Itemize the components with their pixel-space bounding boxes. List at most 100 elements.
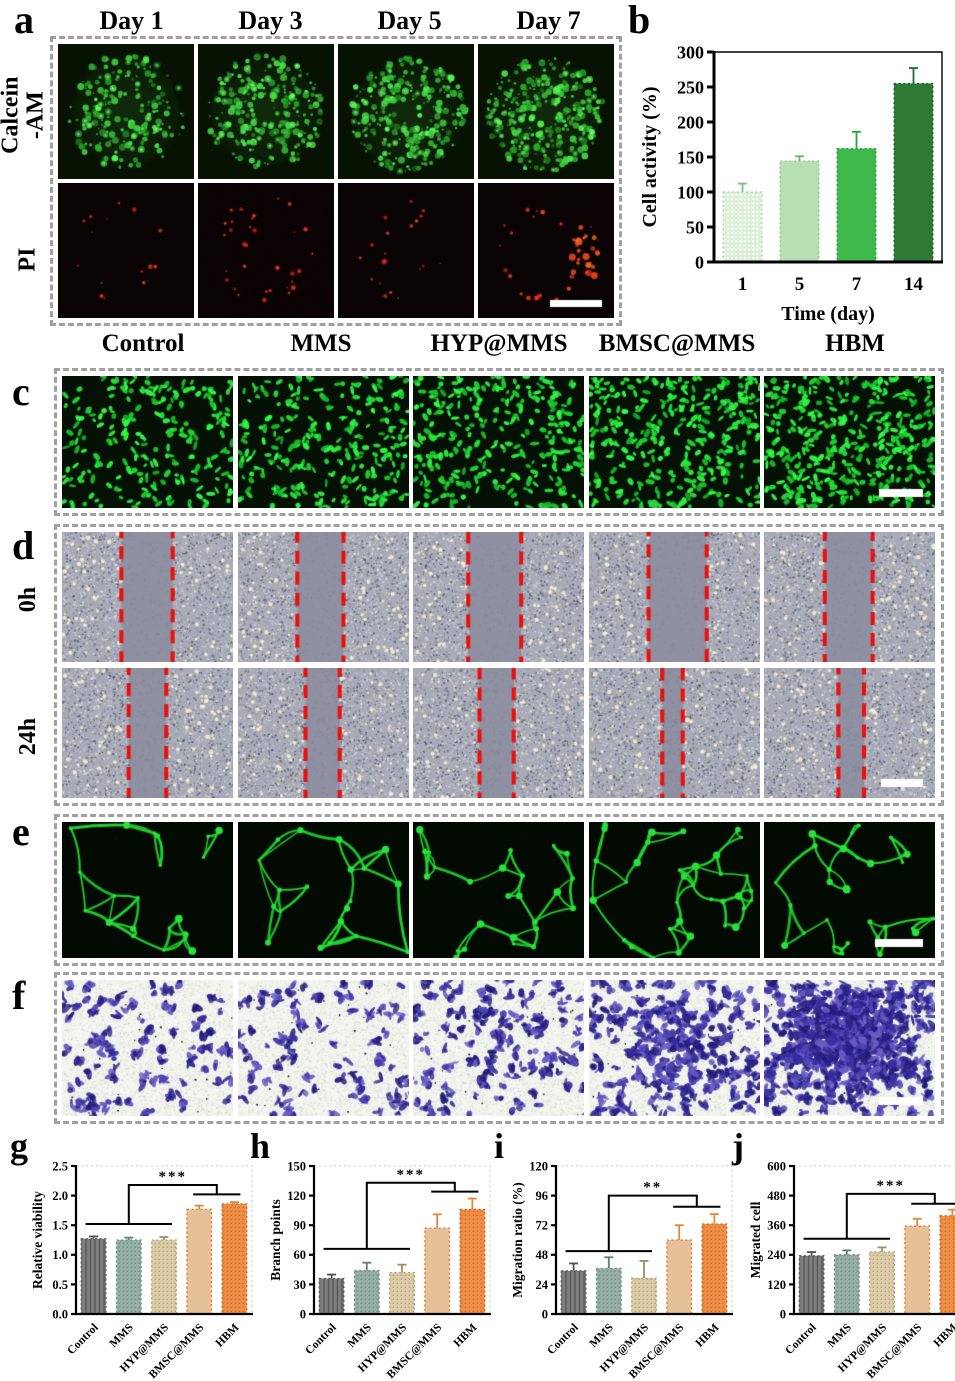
micrograph-tube-formation-mms	[237, 822, 409, 958]
row-label-0h: 0h	[8, 545, 50, 655]
column-label-day3: Day 3	[238, 6, 303, 35]
panel-letter-e: e	[12, 809, 30, 854]
pi-label: PI	[14, 248, 41, 272]
panel-c-micrograph-grid	[57, 371, 941, 513]
micrograph-calcein-am-day3	[198, 44, 334, 179]
label-24h: 24h	[15, 718, 42, 756]
svg-text:72: 72	[536, 1219, 549, 1233]
panel-d-micrograph-grid	[57, 527, 941, 803]
group-label-bmsc-mms: BMSC@MMS	[598, 330, 756, 357]
micrograph-pi-day1	[58, 183, 194, 318]
svg-text:14: 14	[904, 274, 924, 295]
group-label-control: Control	[101, 330, 185, 357]
micrograph-live-cells-hyp-mms	[413, 376, 585, 508]
svg-text:***: ***	[159, 1169, 188, 1185]
panel-letter-f: f	[12, 973, 26, 1018]
panel-a-box	[50, 36, 622, 326]
svg-text:300: 300	[677, 42, 704, 62]
svg-text:Control: Control	[783, 1322, 818, 1357]
svg-text:Migration ratio (%): Migration ratio (%)	[510, 1182, 525, 1297]
svg-text:200: 200	[677, 112, 704, 132]
svg-text:***: ***	[877, 1178, 906, 1194]
svg-text:0: 0	[542, 1307, 548, 1321]
calcein-label-line2: -AM	[23, 91, 50, 139]
micrograph-scratch-24h-control	[62, 668, 233, 798]
micrograph-pi-day5	[338, 183, 474, 318]
svg-text:Control: Control	[545, 1322, 580, 1357]
panel-a-column-headers: Day 1 Day 3 Day 5 Day 7	[62, 6, 618, 36]
micrograph-scratch-0h-control	[62, 532, 233, 662]
panel-a-micrograph-grid	[53, 39, 619, 323]
panel-letter-a: a	[14, 0, 34, 42]
svg-text:1.0: 1.0	[52, 1248, 68, 1262]
svg-text:Cell activity (%): Cell activity (%)	[639, 86, 661, 227]
micrograph-tube-formation-hyp-mms	[413, 822, 585, 958]
svg-text:360: 360	[767, 1219, 786, 1233]
micrograph-transwell-bmsc-mms	[588, 980, 760, 1116]
svg-text:480: 480	[767, 1189, 786, 1203]
svg-text:Control: Control	[303, 1322, 338, 1357]
svg-text:5: 5	[795, 274, 805, 295]
svg-text:2.5: 2.5	[52, 1159, 68, 1173]
svg-text:**: **	[643, 1180, 662, 1196]
svg-text:150: 150	[287, 1159, 306, 1173]
micrograph-scratch-24h-hyp-mms	[413, 668, 585, 798]
svg-text:0.5: 0.5	[52, 1278, 68, 1292]
svg-text:1.5: 1.5	[52, 1219, 68, 1233]
panel-e-box	[54, 814, 944, 966]
group-label-hbm: HBM	[825, 330, 885, 357]
micrograph-scratch-0h-hbm	[764, 532, 936, 662]
svg-text:50: 50	[686, 217, 704, 237]
svg-text:240: 240	[767, 1248, 786, 1262]
micrograph-transwell-control	[62, 980, 233, 1116]
svg-text:1: 1	[738, 274, 748, 295]
panel-letter-d: d	[12, 523, 35, 568]
micrograph-scratch-24h-mms	[237, 668, 409, 798]
panel-letter-b: b	[628, 0, 651, 42]
micrograph-tube-formation-control	[62, 822, 233, 958]
micrograph-live-cells-bmsc-mms	[588, 376, 760, 508]
micrograph-scratch-0h-hyp-mms	[413, 532, 585, 662]
panel-letter-j: j	[732, 1126, 744, 1166]
panel-f-micrograph-grid	[57, 975, 941, 1121]
panel-letter-h: h	[250, 1126, 271, 1166]
micrograph-transwell-mms	[237, 980, 409, 1116]
svg-text:120: 120	[767, 1278, 786, 1292]
svg-text:HBM: HBM	[932, 1322, 955, 1350]
micrograph-transwell-hyp-mms	[413, 980, 585, 1116]
svg-text:0.0: 0.0	[52, 1307, 68, 1321]
svg-text:MMS: MMS	[346, 1322, 374, 1350]
svg-text:120: 120	[287, 1189, 306, 1203]
micrograph-scratch-0h-bmsc-mms	[588, 532, 760, 662]
svg-text:30: 30	[294, 1278, 307, 1292]
panel-d-box	[54, 524, 944, 806]
micrograph-transwell-hbm	[764, 980, 936, 1116]
label-0h: 0h	[15, 587, 42, 613]
micrograph-live-cells-mms	[237, 376, 409, 508]
column-label-day1: Day 1	[99, 6, 164, 35]
svg-text:600: 600	[767, 1159, 786, 1173]
panel-c-box	[54, 368, 944, 516]
calcein-label-line1: Calcein	[0, 76, 24, 154]
svg-text:HBM: HBM	[694, 1322, 722, 1350]
row-label-24h: 24h	[8, 672, 50, 802]
micrograph-live-cells-hbm	[764, 376, 936, 508]
svg-text:Time (day): Time (day)	[781, 303, 875, 325]
svg-text:Branch points: Branch points	[268, 1199, 283, 1280]
column-label-day7: Day 7	[516, 6, 581, 35]
svg-text:24: 24	[536, 1278, 549, 1292]
panel-letter-g: g	[10, 1126, 28, 1166]
micrograph-live-cells-control	[62, 376, 233, 508]
svg-text:0: 0	[300, 1307, 306, 1321]
svg-text:120: 120	[529, 1159, 548, 1173]
svg-text:90: 90	[294, 1219, 307, 1233]
column-label-day5: Day 5	[377, 6, 442, 35]
group-label-hyp-mms: HYP@MMS	[430, 330, 568, 357]
svg-text:HBM: HBM	[214, 1322, 242, 1350]
svg-text:60: 60	[294, 1248, 307, 1262]
svg-text:MMS: MMS	[826, 1322, 854, 1350]
micrograph-scratch-0h-mms	[237, 532, 409, 662]
